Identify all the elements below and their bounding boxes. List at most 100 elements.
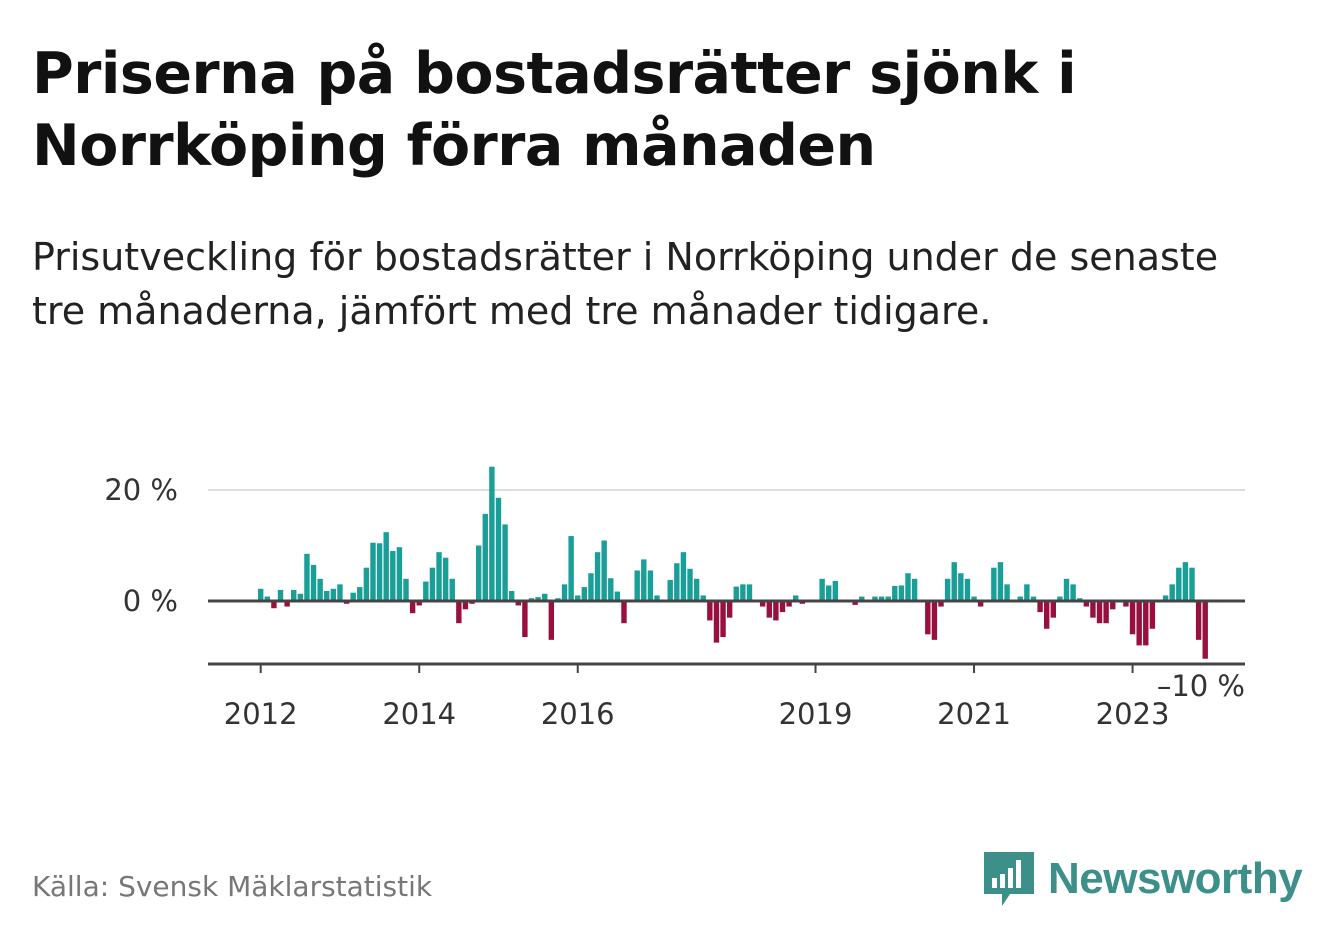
bar (925, 601, 931, 635)
bar (641, 559, 647, 602)
bar (991, 567, 997, 601)
bar (746, 584, 753, 601)
bar (264, 596, 271, 601)
bar (1202, 601, 1208, 659)
bar (390, 551, 396, 601)
x-axis-labels: 2012 2014 2016 2019 2021 2023 (224, 664, 1170, 731)
bar (1083, 601, 1090, 607)
bar (495, 497, 502, 601)
chart-title: Priserna på bostadsrätter sjönk i Norrkö… (32, 41, 1077, 179)
bar (535, 597, 541, 601)
bar (594, 552, 601, 601)
bar (766, 601, 772, 618)
bar (892, 586, 898, 601)
bar (1090, 601, 1096, 618)
bar (284, 601, 290, 607)
bar (271, 601, 277, 609)
bar (872, 596, 878, 601)
bar (376, 543, 383, 601)
bar (1070, 584, 1076, 601)
bar (330, 588, 337, 601)
x-tick-label: 2016 (541, 697, 615, 731)
bar (1136, 601, 1142, 646)
bar (621, 601, 627, 624)
bar (680, 552, 687, 601)
bar (429, 567, 436, 601)
bar (1149, 601, 1156, 629)
bar (740, 584, 746, 601)
bar (878, 596, 885, 601)
bar (575, 595, 581, 601)
bar (548, 601, 555, 640)
bar (944, 578, 951, 601)
bar (964, 578, 971, 601)
bar (667, 579, 673, 601)
bar (911, 578, 918, 601)
bar (357, 587, 363, 602)
bar (1189, 567, 1195, 601)
x-tick-label: 2023 (1096, 697, 1170, 731)
bar (759, 601, 766, 607)
bar (905, 573, 911, 601)
bar (489, 466, 495, 601)
bar (291, 589, 297, 601)
newsworthy-brand[interactable]: Newsworthy (980, 848, 1303, 910)
bar (277, 589, 284, 601)
bar (1063, 578, 1070, 601)
bar (779, 601, 786, 613)
bar (1162, 595, 1169, 601)
bar (423, 581, 429, 601)
bar (1024, 584, 1030, 601)
x-tick-label: 2012 (224, 697, 298, 731)
x-tick-label: 2019 (779, 697, 853, 731)
bar (720, 601, 726, 638)
bar (1037, 601, 1043, 613)
bar (568, 536, 574, 601)
bar (1050, 601, 1056, 618)
bar (396, 547, 403, 601)
bar (977, 601, 984, 607)
bar (654, 595, 660, 601)
bar (370, 542, 376, 601)
bar (508, 591, 515, 601)
bar (885, 596, 891, 601)
bar (482, 513, 488, 601)
bar (707, 601, 713, 621)
bar (852, 601, 858, 605)
bar (713, 601, 720, 643)
bar (614, 591, 621, 601)
bar (971, 596, 977, 601)
y-tick-label: –10 % (1157, 669, 1245, 703)
bar (938, 601, 944, 607)
bar (1129, 601, 1136, 635)
bar (693, 578, 700, 601)
bar-chart: 20 % 0 % –10 % 2012 2014 2016 2019 2021 2023 (104, 466, 1245, 731)
bar (409, 601, 416, 614)
bar (898, 585, 905, 601)
x-tick-label: 2014 (382, 697, 456, 731)
bar (951, 562, 957, 601)
bar (733, 586, 739, 601)
bar (832, 581, 839, 601)
bar (1030, 596, 1037, 601)
bar (793, 595, 799, 601)
bar (350, 592, 356, 601)
bar (687, 568, 693, 601)
bar (1017, 596, 1023, 601)
x-tick-label: 2021 (937, 697, 1011, 731)
source-note: Källa: Svensk Mäklarstatistik (32, 870, 433, 903)
bar (1096, 601, 1103, 624)
bar (442, 557, 449, 601)
bar (403, 578, 409, 601)
bar (1043, 601, 1050, 629)
bar (561, 584, 568, 601)
bar (436, 552, 442, 601)
bar (826, 585, 832, 601)
bar (522, 601, 528, 638)
bar (456, 601, 462, 624)
bar (588, 573, 594, 601)
brand-name: Newsworthy (1048, 854, 1303, 903)
bar (1103, 601, 1109, 624)
bar (997, 562, 1004, 601)
bar-series (258, 466, 1208, 659)
